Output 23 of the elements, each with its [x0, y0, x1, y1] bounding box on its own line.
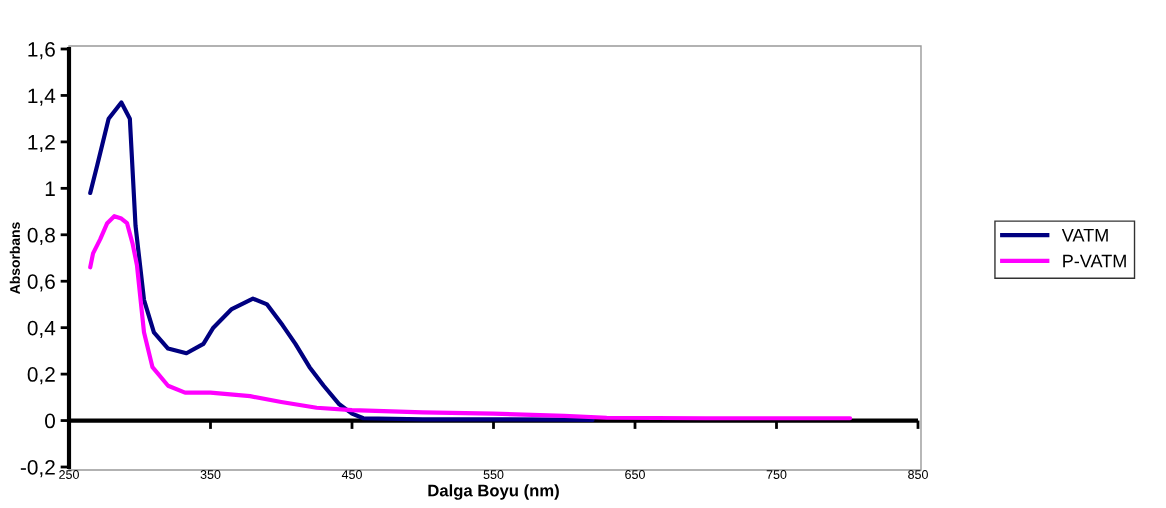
- legend-label: P-VATM: [1063, 254, 1126, 268]
- x-tick-label: 350: [200, 470, 221, 479]
- y-tick-label: 0,8: [27, 227, 55, 245]
- line-series: [88, 214, 853, 421]
- y-tick-label: 0,6: [27, 274, 55, 292]
- y-tick-label: 0: [45, 413, 55, 429]
- x-tick-label: 450: [341, 470, 362, 479]
- y-tick-label: 1,6: [28, 42, 55, 60]
- y-tick-label: 1,2: [28, 134, 55, 153]
- line-series: [88, 100, 595, 422]
- y-tick-label: 0,2: [27, 367, 55, 385]
- x-tick-label: 750: [766, 470, 787, 479]
- x-tick-label: 850: [908, 470, 928, 479]
- x-tick-label: 650: [625, 470, 645, 479]
- legend-label: VATM: [1061, 228, 1108, 242]
- y-tick-label: 0,4: [27, 320, 56, 338]
- y-axis-title: Absorbans: [9, 222, 20, 294]
- y-tick-label: 1: [45, 181, 55, 196]
- x-tick-label: 250: [59, 470, 79, 479]
- y-tick-label: -0,2: [20, 460, 55, 478]
- y-tick-label: 1,4: [28, 88, 56, 106]
- x-axis-title: Dalga Boyu (nm): [428, 484, 559, 500]
- x-tick-label: 550: [483, 470, 504, 479]
